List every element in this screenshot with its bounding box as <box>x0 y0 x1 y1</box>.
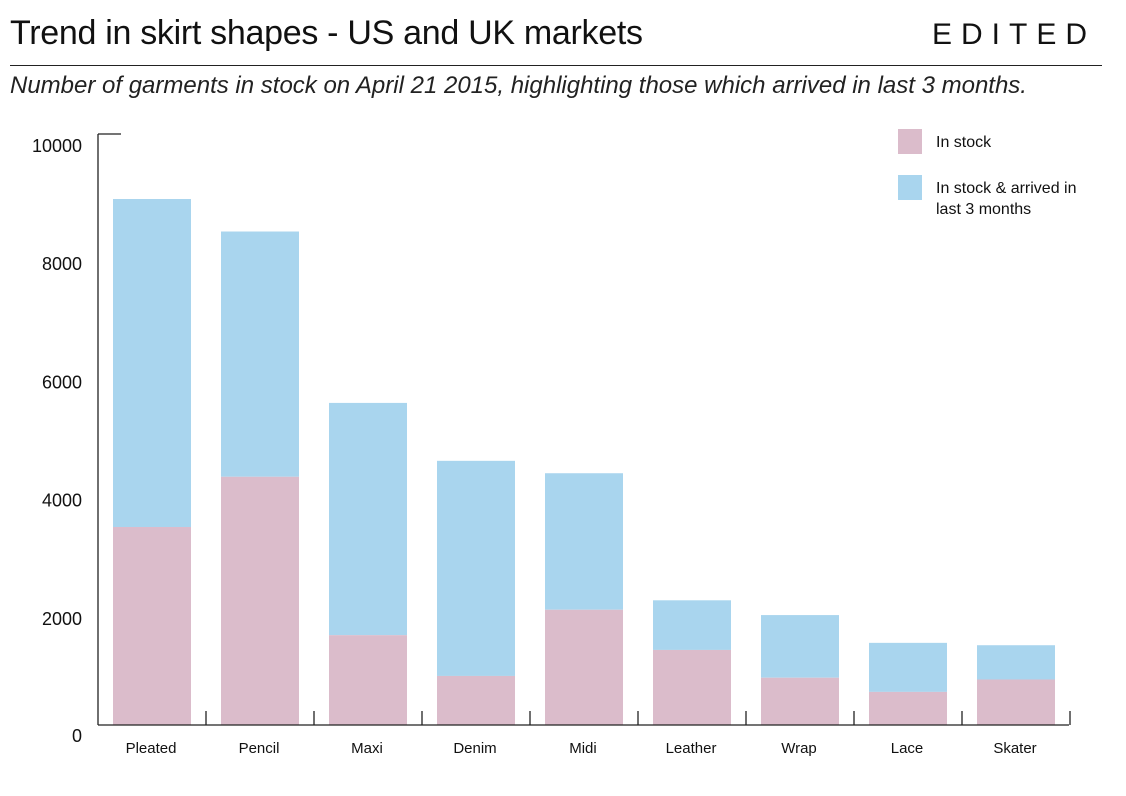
bar-arrived-pencil <box>221 231 299 477</box>
bar-arrived-wrap <box>761 615 839 678</box>
bar-in-stock-pencil <box>221 476 299 725</box>
bar-arrived-pleated <box>113 199 191 528</box>
y-tick-label: 4000 <box>42 491 82 511</box>
x-tick-label-denim: Denim <box>453 740 496 757</box>
bar-in-stock-maxi <box>329 635 407 725</box>
legend-label-2: last 3 months <box>936 201 1031 218</box>
bar-arrived-midi <box>545 473 623 610</box>
y-tick-label: 0 <box>72 726 82 746</box>
legend-label-1: In stock <box>936 134 992 151</box>
bar-arrived-lace <box>869 642 947 692</box>
x-tick-label-maxi: Maxi <box>351 740 383 757</box>
bar-arrived-skater <box>977 645 1055 680</box>
bar-in-stock-wrap <box>761 677 839 725</box>
x-tick-label-lace: Lace <box>891 740 924 757</box>
bar-in-stock-skater <box>977 679 1055 725</box>
bar-arrived-maxi <box>329 402 407 636</box>
x-tick-label-leather: Leather <box>666 740 717 757</box>
y-tick-label: 10000 <box>32 136 82 156</box>
x-tick-label-pleated: Pleated <box>126 740 177 757</box>
x-tick-label-skater: Skater <box>993 740 1036 757</box>
x-tick-label-midi: Midi <box>569 740 597 757</box>
bar-arrived-leather <box>653 600 731 650</box>
y-tick-label: 8000 <box>42 254 82 274</box>
bar-arrived-denim <box>437 460 515 676</box>
chart-title: Trend in skirt shapes - US and UK market… <box>10 14 643 52</box>
legend-label-2: In stock & arrived in <box>936 180 1077 197</box>
x-tick-label-wrap: Wrap <box>781 740 817 757</box>
bar-in-stock-midi <box>545 609 623 725</box>
y-tick-label: 2000 <box>42 609 82 629</box>
bar-in-stock-pleated <box>113 527 191 725</box>
x-tick-label-pencil: Pencil <box>239 740 280 757</box>
chart-subtitle: Number of garments in stock on April 21 … <box>10 72 1027 99</box>
bar-in-stock-denim <box>437 675 515 725</box>
brand-logo: EDITED <box>931 18 1096 51</box>
y-tick-label: 6000 <box>42 372 82 392</box>
legend-swatch-1 <box>898 129 922 154</box>
legend-swatch-2 <box>898 175 922 200</box>
bar-in-stock-lace <box>869 691 947 725</box>
title-divider <box>10 65 1102 66</box>
bar-in-stock-leather <box>653 649 731 725</box>
